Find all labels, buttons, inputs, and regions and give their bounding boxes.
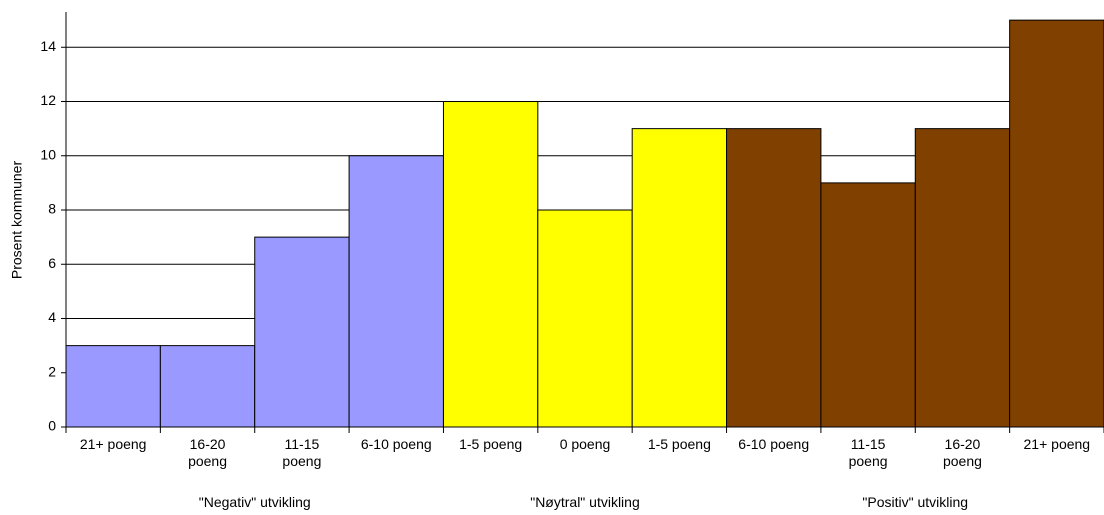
bar bbox=[914, 128, 1011, 428]
bar bbox=[820, 182, 916, 428]
bar bbox=[348, 155, 444, 428]
bar bbox=[537, 209, 633, 428]
x-tick-label: 0 poeng bbox=[559, 436, 611, 452]
bar bbox=[726, 128, 822, 428]
x-tick-label: 16-20 poeng bbox=[942, 436, 982, 469]
bar bbox=[1009, 19, 1104, 428]
x-tick-label: 1-5 poeng bbox=[647, 436, 711, 452]
y-tick-label: 0 bbox=[48, 418, 56, 434]
bar bbox=[159, 345, 256, 428]
x-tick-label: 11-15 poeng bbox=[282, 436, 322, 469]
y-tick-label: 4 bbox=[48, 309, 56, 325]
group-label: "Positiv" utvikling bbox=[862, 494, 969, 510]
x-tick-label: 16-20 poeng bbox=[188, 436, 227, 469]
x-tick-label: 21+ poeng bbox=[79, 436, 147, 452]
x-tick-label: 6-10 poeng bbox=[360, 436, 432, 452]
x-tick-label: 1-5 poeng bbox=[459, 436, 523, 452]
x-tick-label: 11-15 poeng bbox=[848, 436, 888, 469]
bar bbox=[65, 345, 161, 428]
group-label: "Nøytral" utvikling bbox=[530, 494, 640, 510]
y-tick-label: 12 bbox=[40, 92, 56, 108]
y-tick-label: 10 bbox=[40, 146, 56, 162]
y-tick-label: 8 bbox=[48, 201, 56, 217]
bar bbox=[442, 101, 539, 428]
y-tick-label: 2 bbox=[48, 363, 56, 379]
x-tick-label: 21+ poeng bbox=[1023, 436, 1091, 452]
bar bbox=[631, 128, 728, 428]
y-tick-label: 6 bbox=[48, 255, 56, 271]
y-tick-label: 14 bbox=[40, 38, 56, 54]
y-axis-label: Prosent kommuner bbox=[9, 161, 25, 280]
x-tick-label: 6-10 poeng bbox=[738, 436, 810, 452]
group-label: "Negativ" utvikling bbox=[198, 494, 311, 510]
bar bbox=[254, 236, 350, 428]
